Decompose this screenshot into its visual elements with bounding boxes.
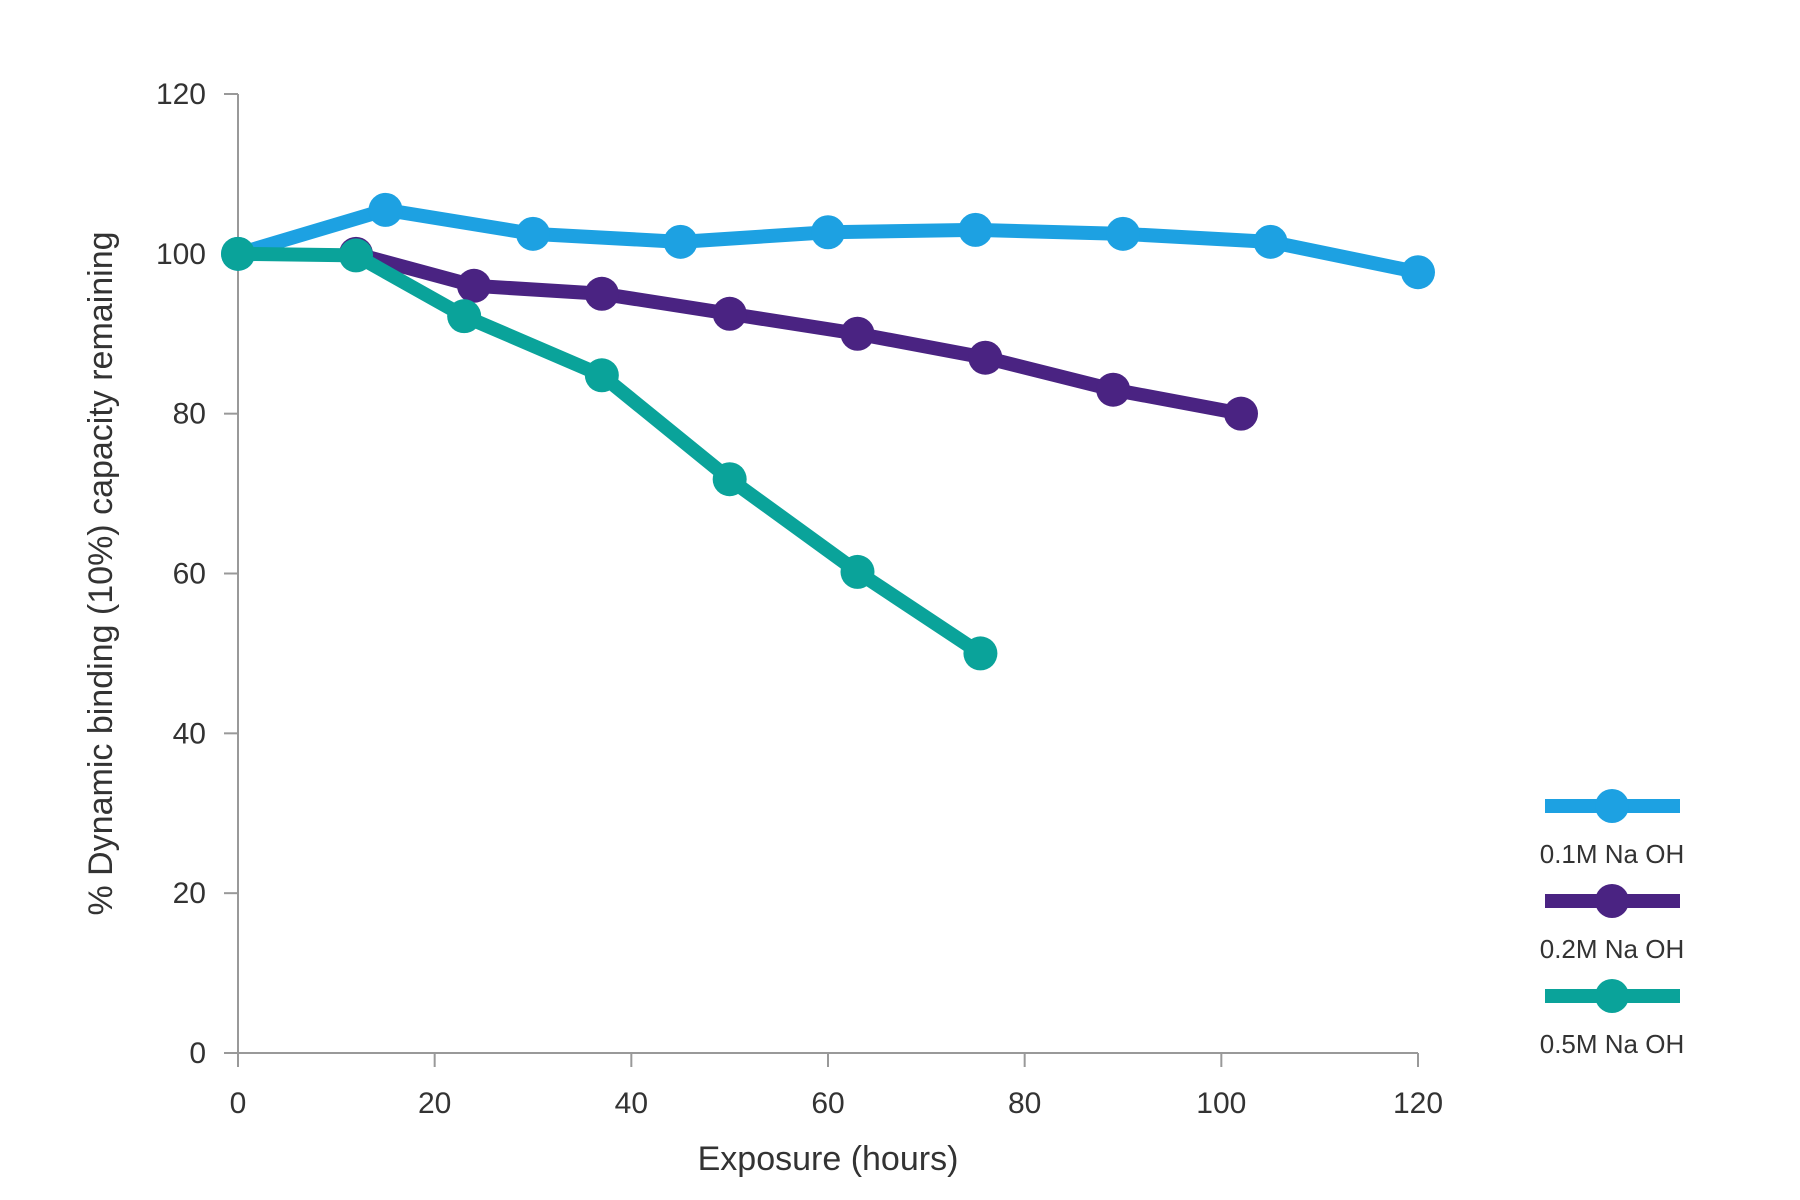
data-point [1401,255,1435,290]
y-tick-label: 20 [173,877,206,910]
series-group [221,192,1435,671]
y-tick-label: 120 [156,78,206,111]
legend-swatch-marker [1595,789,1629,823]
x-tick-label: 120 [1393,1087,1443,1120]
y-tick-label: 80 [173,398,206,431]
x-tick-label: 40 [615,1087,648,1120]
axis-ticks: 0 20 40 60 80 100 120 0 20 40 60 80 100 120 [156,78,1443,1120]
x-axis-title: Exposure (hours) [698,1140,959,1178]
data-point [958,212,993,247]
legend-label: 0.5M Na OH [1540,1029,1685,1059]
legend-label: 0.2M Na OH [1540,934,1685,964]
series-1 [339,236,1258,431]
series-0 [221,192,1435,290]
data-point [811,215,845,250]
x-tick-label: 0 [230,1087,247,1120]
data-point [968,340,1003,375]
data-point [663,224,698,259]
y-tick-label: 0 [189,1037,206,1070]
legend-swatch-marker [1595,979,1629,1013]
data-point [447,299,482,334]
series-2 [221,236,998,671]
data-point [368,192,403,227]
x-tick-label: 100 [1196,1087,1246,1120]
series-line [349,246,1248,421]
data-point [339,238,373,273]
legend-item-0: 0.1M Na OH [1540,789,1685,869]
data-point [457,268,491,303]
x-tick-label: 20 [418,1087,451,1120]
data-point [712,296,747,331]
legend-item-2: 0.5M Na OH [1540,979,1685,1059]
y-tick-label: 40 [173,717,206,750]
data-point [1106,216,1140,251]
x-tick-label: 80 [1008,1087,1041,1120]
data-point [584,276,619,311]
x-tick-label: 60 [811,1087,844,1120]
data-point [840,554,875,589]
data-point [712,462,747,497]
data-point [1253,224,1288,259]
legend: 0.1M Na OH 0.2M Na OH 0.5M Na OH [1540,789,1685,1059]
data-point [963,636,998,671]
data-point [584,358,619,393]
data-point [840,316,875,351]
y-tick-label: 60 [173,558,206,591]
data-point [221,236,255,271]
legend-label: 0.1M Na OH [1540,839,1685,869]
y-axis-title: % Dynamic binding (10%) capacity remaini… [82,231,120,915]
data-point [516,216,550,251]
data-point [1096,372,1131,407]
legend-swatch-marker [1595,884,1629,918]
y-tick-label: 100 [156,238,206,271]
series-line [231,246,988,661]
data-point [1224,396,1258,431]
legend-item-1: 0.2M Na OH [1540,884,1685,964]
